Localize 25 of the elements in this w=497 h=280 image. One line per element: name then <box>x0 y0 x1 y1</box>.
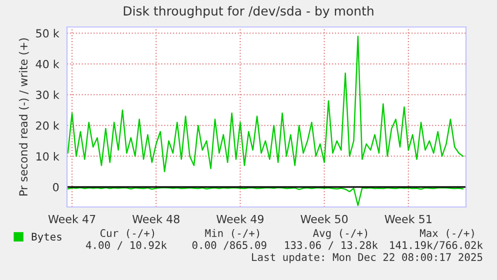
text: 4.00 / 10.92k <box>86 240 167 250</box>
text: Max (-/+) <box>420 229 474 238</box>
text: 141.19k/766.02k <box>390 240 483 250</box>
y-axis-title: Pr second read (-) / write (+) <box>18 38 29 196</box>
y-tick-label: 0 <box>53 182 59 192</box>
y-tick-label: 30 k <box>36 90 60 100</box>
text: Last update: Mon Dec 22 08:00:17 2025 <box>252 252 482 264</box>
x-tick-label: Week 50 <box>300 214 348 224</box>
chart-title: Disk throughput for /dev/sda - by month <box>124 6 374 18</box>
line-series <box>67 186 464 206</box>
text: Cur (-/+) <box>100 229 154 238</box>
line-series <box>67 36 464 172</box>
text: Avg (-/+) <box>312 228 368 240</box>
text: 0.00 /865.09 <box>192 241 266 250</box>
x-tick-label: Week 48 <box>132 214 180 224</box>
x-tick-label: Week 51 <box>384 214 432 224</box>
legend-label: Bytes <box>32 232 62 243</box>
x-tick-label: Week 49 <box>216 214 264 224</box>
text: 133.06 / 13.28k <box>285 240 378 250</box>
x-tick-label: Week 47 <box>48 214 96 224</box>
y-tick-label: 10 k <box>36 152 60 161</box>
y-tick-label: 40 k <box>36 60 60 68</box>
y-tick-label: 20 k <box>36 121 60 130</box>
text: Min (-/+) <box>205 228 260 238</box>
y-tick-label: 50 k <box>36 28 60 38</box>
